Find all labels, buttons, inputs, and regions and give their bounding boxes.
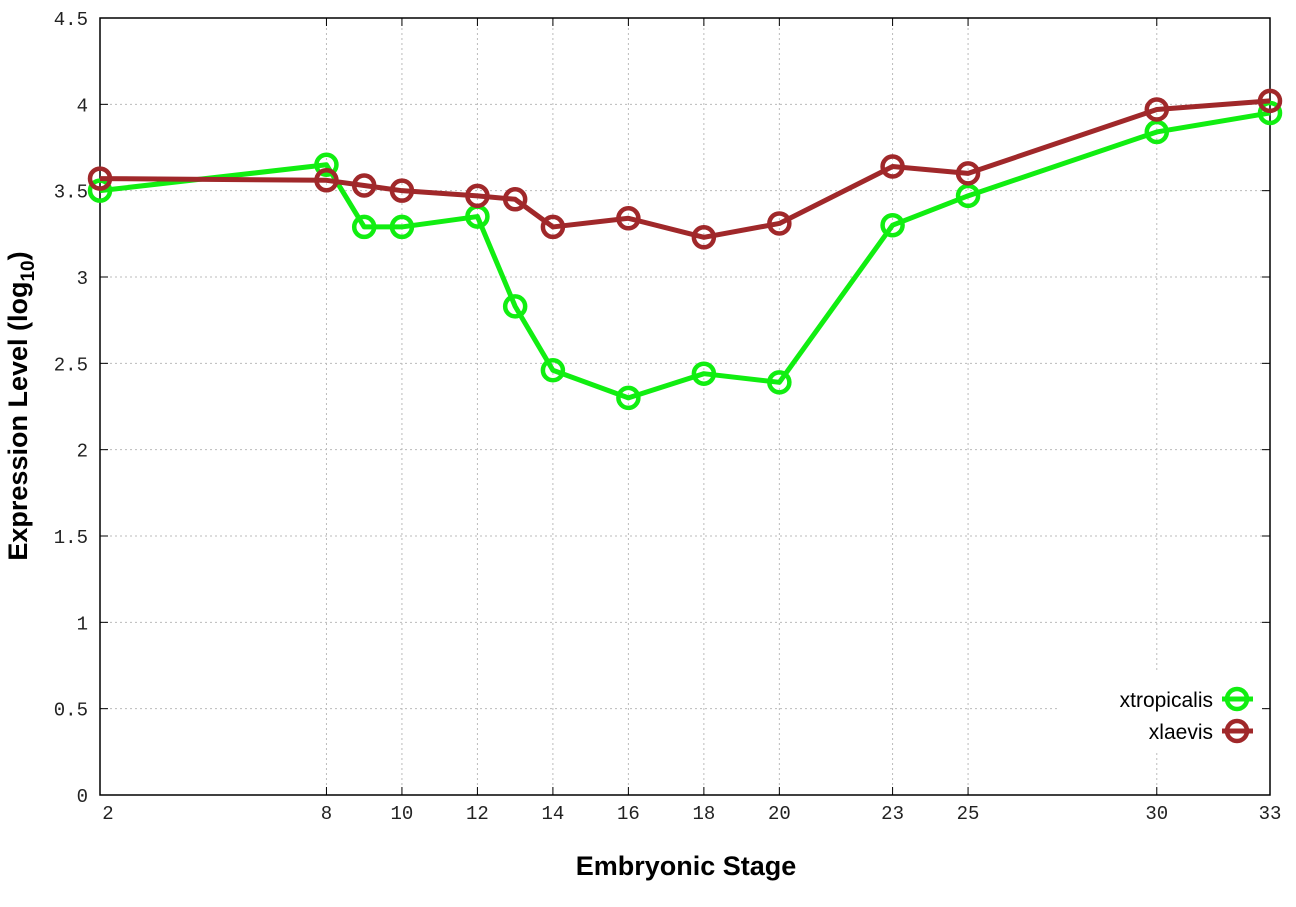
x-tick-label: 2 — [102, 803, 113, 825]
y-tick-label: 3 — [77, 268, 88, 290]
data-point — [314, 152, 339, 178]
data-point — [465, 183, 490, 209]
plot-frame — [99, 17, 1271, 796]
x-tick-label: 25 — [957, 803, 980, 825]
y-tick-label: 2 — [77, 441, 88, 463]
x-tick-label: 10 — [391, 803, 414, 825]
data-point — [540, 214, 566, 240]
legend-marker — [1224, 686, 1250, 712]
series-line — [99, 98, 1271, 240]
data-point — [389, 214, 415, 240]
x-tick-label: 14 — [541, 803, 564, 825]
y-tick-label: 0 — [77, 786, 88, 808]
legend: xtropicalis xlaevis — [1120, 686, 1253, 744]
y-tick-label: 0.5 — [54, 700, 88, 722]
data-point — [540, 357, 566, 383]
data-point — [87, 166, 113, 191]
data-point — [389, 178, 415, 203]
x-tick-label: 30 — [1145, 803, 1168, 825]
x-tick-label: 33 — [1259, 803, 1282, 825]
legend-label: xlaevis — [1149, 721, 1213, 744]
ticks: 0 0.5 1 1.5 2 2.5 3 3.5 4 4.5 2 8 10 12 14 16 18 20 23 25 30… — [54, 9, 1282, 825]
y-tick-label: 4 — [77, 95, 88, 117]
data-point — [955, 161, 981, 186]
data-point — [502, 294, 528, 319]
y-tick-label: 1 — [77, 613, 88, 635]
x-tick-label: 12 — [466, 803, 489, 825]
data-point — [691, 225, 717, 250]
y-axis-label: Expression Level (log10) — [3, 251, 39, 560]
data-point — [1144, 97, 1170, 122]
y-tick-label: 3.5 — [54, 182, 88, 204]
x-tick-label: 8 — [321, 803, 332, 825]
series-line — [99, 110, 1271, 401]
x-tick-label: 16 — [617, 803, 640, 825]
legend-label: xtropicalis — [1120, 689, 1213, 712]
data-point — [616, 206, 641, 231]
y-tick-label: 2.5 — [54, 354, 88, 376]
x-axis-label: Embryonic Stage — [576, 851, 797, 881]
data-point — [880, 154, 905, 179]
data-point — [351, 173, 377, 198]
data-point — [502, 187, 528, 212]
x-tick-label: 18 — [692, 803, 715, 825]
data-point — [955, 183, 981, 209]
data-point — [691, 361, 717, 386]
grid — [100, 18, 1270, 795]
x-tick-label: 23 — [881, 803, 904, 825]
legend-marker — [1224, 718, 1250, 744]
x-tick-label: 20 — [768, 803, 791, 825]
data-point — [767, 211, 792, 236]
y-tick-label: 4.5 — [54, 9, 88, 31]
data-point — [1257, 88, 1283, 114]
series-layer — [87, 88, 1283, 411]
data-point — [1144, 119, 1170, 145]
y-tick-label: 1.5 — [54, 527, 88, 549]
series-xlaevis — [87, 88, 1283, 250]
data-point — [351, 214, 377, 240]
data-point — [616, 385, 641, 411]
data-point — [767, 370, 792, 395]
series-xtropicalis — [87, 100, 1283, 411]
data-point — [314, 168, 339, 193]
data-point — [880, 212, 905, 238]
